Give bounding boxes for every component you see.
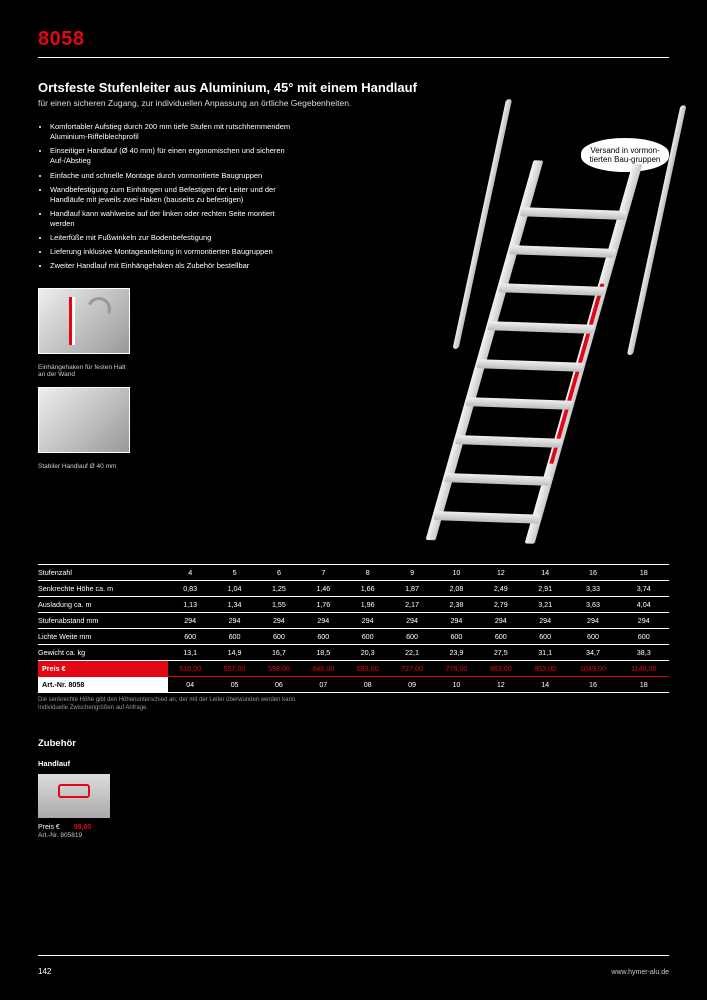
page-number: 142 [38,967,51,976]
table-row: Lichte Weite mm6006006006006006006006006… [38,629,669,645]
accessory-price: 99,00 [74,824,92,831]
accessory-heading: Zubehör [38,738,669,749]
accessory-name: Handlauf [38,759,669,768]
product-number: 8058 [38,28,669,51]
feature-item: Einfache und schnelle Montage durch vorm… [50,171,298,181]
detail-image-hook [38,288,130,354]
table-row: Senkrechte Höhe ca. m0,831,041,251,461,6… [38,581,669,597]
page-title: Ortsfeste Stufenleiter aus Aluminium, 45… [38,80,669,95]
feature-item: Wandbefestigung zum Einhängen und Befest… [50,185,298,205]
feature-item: Leiterfüße mit Fußwinkeln zur Bodenbefes… [50,233,298,243]
feature-item: Handlauf kann wahlweise auf der linken o… [50,209,298,229]
table-row: Stufenzahl4567891012141618 [38,565,669,581]
hero-image: Versand in vormon-tierten Bau-gruppen [316,122,669,542]
feature-item: Komfortabler Aufstieg durch 200 mm tiefe… [50,122,298,142]
feature-list: Komfortabler Aufstieg durch 200 mm tiefe… [38,122,298,542]
accessory-art-label: Art.-Nr. [38,832,59,839]
table-row: Stufenabstand mm294294294294294294294294… [38,613,669,629]
caption-hook: Einhängehaken für festen Halt an der Wan… [38,364,130,380]
accessory-art-number: 805819 [60,832,82,839]
caption-handrail: Stabiler Handlauf Ø 40 mm [38,463,130,471]
accessory-price-label: Preis € [38,824,60,831]
bottom-rule [38,955,669,956]
footnotes: Die senkrechte Höhe gibt den Höhenunters… [38,697,669,712]
table-row: Gewicht ca. kg13,114,916,718,520,322,123… [38,645,669,661]
feature-item: Lieferung inklusive Montageanleitung in … [50,247,298,257]
accessory-image [38,774,110,818]
detail-image-handrail [38,387,130,453]
footer-url: www.hymer-alu.de [611,969,669,976]
feature-item: Einseitiger Handlauf (Ø 40 mm) für einen… [50,146,298,166]
spec-table: Stufenzahl4567891012141618Senkrechte Höh… [38,564,669,693]
page-subtitle: für einen sicheren Zugang, zur individue… [38,98,669,108]
table-row: Art.-Nr. 80580405060708091012141618 [38,677,669,693]
top-rule [38,57,669,58]
feature-item: Zweiter Handlauf mit Einhängehaken als Z… [50,261,298,271]
table-row: Ausladung ca. m1,131,341,551,761,962,172… [38,597,669,613]
table-row: Preis €516,00557,00598,00646,00693,00727… [38,661,669,677]
